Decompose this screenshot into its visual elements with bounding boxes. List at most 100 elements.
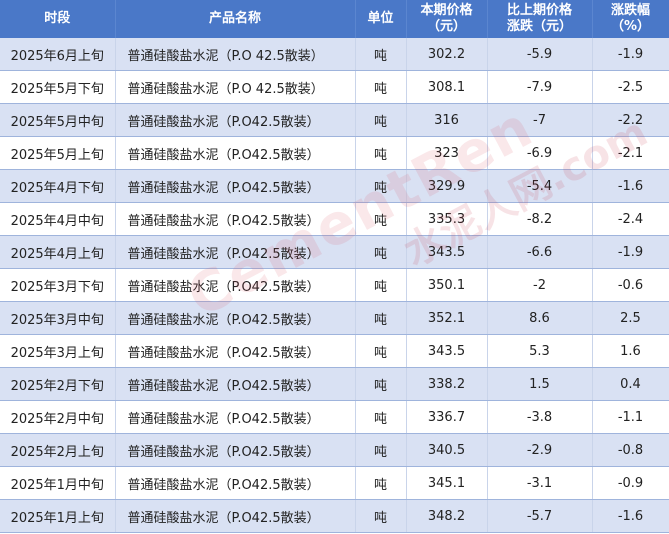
cell-price-change: -7 bbox=[487, 103, 593, 137]
cell-period: 2025年5月中旬 bbox=[0, 103, 116, 137]
cell-period: 2025年3月上旬 bbox=[0, 334, 116, 368]
cell-current-price: 329.9 bbox=[406, 169, 488, 203]
cell-change-percent: -1.1 bbox=[592, 400, 669, 434]
cell-current-price: 348.2 bbox=[406, 499, 488, 533]
cell-unit: 吨 bbox=[355, 334, 407, 368]
cell-period: 2025年6月上旬 bbox=[0, 38, 116, 71]
cell-current-price: 343.5 bbox=[406, 334, 488, 368]
cell-product-name: 普通硅酸盐水泥（P.O42.5散装） bbox=[115, 466, 356, 500]
header-product-name: 产品名称 bbox=[115, 0, 356, 38]
cell-product-name: 普通硅酸盐水泥（P.O42.5散装） bbox=[115, 103, 356, 137]
cell-price-change: -6.9 bbox=[487, 136, 593, 170]
cell-current-price: 352.1 bbox=[406, 301, 488, 335]
cell-product-name: 普通硅酸盐水泥（P.O42.5散装） bbox=[115, 136, 356, 170]
cell-current-price: 340.5 bbox=[406, 433, 488, 467]
table-row: 2025年5月上旬 普通硅酸盐水泥（P.O42.5散装）吨 323 -6.9 -2.1 bbox=[0, 136, 669, 170]
cell-current-price: 302.2 bbox=[406, 38, 488, 71]
cell-current-price: 338.2 bbox=[406, 367, 488, 401]
header-price-change: 比上期价格 涨跌（元） bbox=[487, 0, 593, 38]
cell-current-price: 336.7 bbox=[406, 400, 488, 434]
header-change-percent: 涨跌幅 （%） bbox=[592, 0, 669, 38]
header-line2: （元） bbox=[426, 19, 466, 34]
cell-change-percent: -0.9 bbox=[592, 466, 669, 500]
cell-current-price: 343.5 bbox=[406, 235, 488, 269]
table-row: 2025年2月下旬 普通硅酸盐水泥（P.O42.5散装）吨 338.2 1.5 0.4 bbox=[0, 367, 669, 401]
cell-price-change: 1.5 bbox=[487, 367, 593, 401]
header-line2: （%） bbox=[610, 19, 651, 34]
cell-unit: 吨 bbox=[355, 38, 407, 71]
table-row: 2025年6月上旬 普通硅酸盐水泥（P.O 42.5散装）吨 302.2 -5.9 -1… bbox=[0, 38, 669, 71]
cell-product-name: 普通硅酸盐水泥（P.O42.5散装） bbox=[115, 235, 356, 269]
cell-change-percent: -1.6 bbox=[592, 169, 669, 203]
cell-price-change: -5.7 bbox=[487, 499, 593, 533]
table-row: 2025年5月中旬 普通硅酸盐水泥（P.O42.5散装）吨 316 -7 -2.2 bbox=[0, 103, 669, 137]
header-row: 时段 产品名称 单位 本期价格 （元） 比上期价格 涨跌（元） 涨跌幅 （%） bbox=[0, 0, 669, 38]
cell-price-change: -3.8 bbox=[487, 400, 593, 434]
cell-change-percent: -2.2 bbox=[592, 103, 669, 137]
cell-change-percent: -0.8 bbox=[592, 433, 669, 467]
cell-product-name: 普通硅酸盐水泥（P.O42.5散装） bbox=[115, 367, 356, 401]
table-row: 2025年4月下旬 普通硅酸盐水泥（P.O42.5散装）吨 329.9 -5.4 -1.… bbox=[0, 169, 669, 203]
cell-period: 2025年4月上旬 bbox=[0, 235, 116, 269]
table-row: 2025年4月上旬 普通硅酸盐水泥（P.O42.5散装）吨 343.5 -6.6 -1.… bbox=[0, 235, 669, 269]
cell-unit: 吨 bbox=[355, 235, 407, 269]
cell-price-change: -3.1 bbox=[487, 466, 593, 500]
cell-product-name: 普通硅酸盐水泥（P.O42.5散装） bbox=[115, 268, 356, 302]
cell-unit: 吨 bbox=[355, 202, 407, 236]
cell-change-percent: -2.4 bbox=[592, 202, 669, 236]
cell-change-percent: 1.6 bbox=[592, 334, 669, 368]
cell-price-change: 8.6 bbox=[487, 301, 593, 335]
cell-period: 2025年2月上旬 bbox=[0, 433, 116, 467]
table-row: 2025年3月中旬 普通硅酸盐水泥（P.O42.5散装）吨 352.1 8.6 2.5 bbox=[0, 301, 669, 335]
cell-unit: 吨 bbox=[355, 433, 407, 467]
cell-price-change: -2.9 bbox=[487, 433, 593, 467]
cell-change-percent: 0.4 bbox=[592, 367, 669, 401]
cell-period: 2025年1月中旬 bbox=[0, 466, 116, 500]
header-line1: 时段 bbox=[44, 11, 71, 26]
cell-unit: 吨 bbox=[355, 499, 407, 533]
cell-price-change: -5.4 bbox=[487, 169, 593, 203]
cell-change-percent: -2.1 bbox=[592, 136, 669, 170]
cell-product-name: 普通硅酸盐水泥（P.O42.5散装） bbox=[115, 301, 356, 335]
cell-unit: 吨 bbox=[355, 169, 407, 203]
header-line1: 本期价格 bbox=[420, 3, 473, 18]
cell-period: 2025年1月上旬 bbox=[0, 499, 116, 533]
cell-price-change: 5.3 bbox=[487, 334, 593, 368]
cell-period: 2025年2月中旬 bbox=[0, 400, 116, 434]
cell-unit: 吨 bbox=[355, 466, 407, 500]
cell-price-change: -5.9 bbox=[487, 38, 593, 71]
cell-current-price: 345.1 bbox=[406, 466, 488, 500]
table-row: 2025年4月中旬 普通硅酸盐水泥（P.O42.5散装）吨 335.3 -8.2 -2.… bbox=[0, 202, 669, 236]
cell-unit: 吨 bbox=[355, 103, 407, 137]
cell-unit: 吨 bbox=[355, 301, 407, 335]
cell-current-price: 308.1 bbox=[406, 70, 488, 104]
header-line2: 涨跌（元） bbox=[506, 19, 572, 34]
cell-price-change: -8.2 bbox=[487, 202, 593, 236]
cell-price-change: -2 bbox=[487, 268, 593, 302]
cell-period: 2025年2月下旬 bbox=[0, 367, 116, 401]
cell-period: 2025年3月中旬 bbox=[0, 301, 116, 335]
cell-product-name: 普通硅酸盐水泥（P.O 42.5散装） bbox=[115, 38, 356, 71]
cell-change-percent: 2.5 bbox=[592, 301, 669, 335]
table-body: 2025年6月上旬 普通硅酸盐水泥（P.O 42.5散装）吨 302.2 -5.9 -1… bbox=[0, 38, 669, 533]
header-line1: 单位 bbox=[367, 11, 394, 26]
cell-unit: 吨 bbox=[355, 136, 407, 170]
cell-change-percent: -2.5 bbox=[592, 70, 669, 104]
cell-price-change: -6.6 bbox=[487, 235, 593, 269]
table-row: 2025年3月下旬 普通硅酸盐水泥（P.O42.5散装）吨 350.1 -2 -0.6 bbox=[0, 268, 669, 302]
cell-change-percent: -1.9 bbox=[592, 235, 669, 269]
table-row: 2025年2月中旬 普通硅酸盐水泥（P.O42.5散装）吨 336.7 -3.8 -1.… bbox=[0, 400, 669, 434]
header-current-price: 本期价格 （元） bbox=[406, 0, 488, 38]
header-period: 时段 bbox=[0, 0, 116, 38]
cell-price-change: -7.9 bbox=[487, 70, 593, 104]
cell-current-price: 335.3 bbox=[406, 202, 488, 236]
table-row: 2025年5月下旬 普通硅酸盐水泥（P.O 42.5散装）吨 308.1 -7.9 -2… bbox=[0, 70, 669, 104]
cell-product-name: 普通硅酸盐水泥（P.O42.5散装） bbox=[115, 334, 356, 368]
cell-unit: 吨 bbox=[355, 367, 407, 401]
cell-product-name: 普通硅酸盐水泥（P.O42.5散装） bbox=[115, 499, 356, 533]
header-line1: 产品名称 bbox=[208, 11, 261, 26]
cell-current-price: 316 bbox=[406, 103, 488, 137]
header-unit: 单位 bbox=[355, 0, 407, 38]
cell-current-price: 350.1 bbox=[406, 268, 488, 302]
